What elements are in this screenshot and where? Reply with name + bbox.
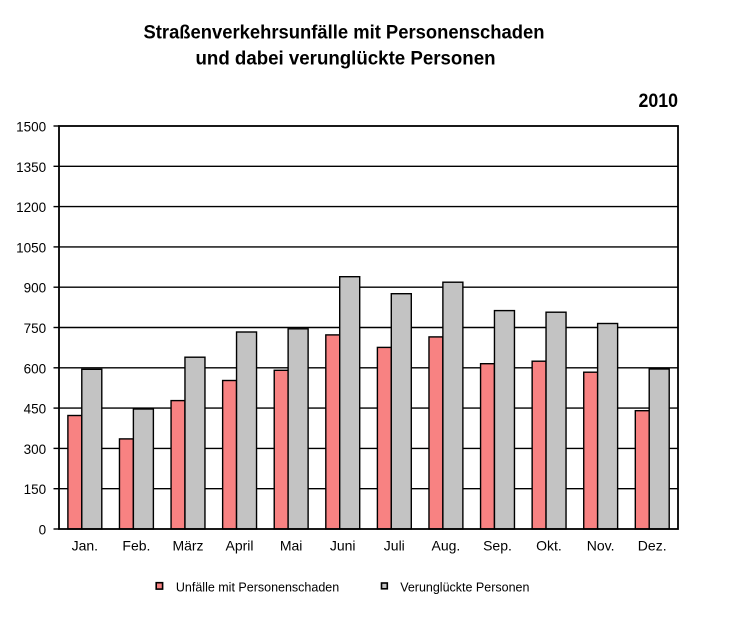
svg-text:Straßenverkehrsunfälle mit Per: Straßenverkehrsunfälle mit Personenschad… <box>144 23 545 44</box>
svg-text:Jan.: Jan. <box>72 538 98 554</box>
svg-text:300: 300 <box>24 442 47 457</box>
svg-text:Dez.: Dez. <box>638 538 667 554</box>
svg-text:Mai: Mai <box>280 538 303 554</box>
svg-text:Feb.: Feb. <box>122 538 150 554</box>
svg-text:April: April <box>225 538 253 554</box>
svg-text:900: 900 <box>24 281 47 296</box>
svg-text:0: 0 <box>39 523 47 538</box>
svg-text:450: 450 <box>24 402 47 417</box>
svg-text:und dabei verunglückte Persone: und dabei verunglückte Personen <box>196 49 496 70</box>
svg-text:Okt.: Okt. <box>536 538 562 554</box>
svg-text:Sep.: Sep. <box>483 538 512 554</box>
svg-text:Juni: Juni <box>330 538 356 554</box>
svg-text:750: 750 <box>24 321 47 336</box>
svg-text:Verunglückte Personen: Verunglückte Personen <box>400 581 529 595</box>
svg-text:Nov.: Nov. <box>587 538 615 554</box>
svg-text:März: März <box>172 538 203 554</box>
svg-text:1200: 1200 <box>16 200 46 215</box>
svg-text:Unfälle mit Personenschaden: Unfälle mit Personenschaden <box>176 581 339 595</box>
svg-text:150: 150 <box>24 482 47 497</box>
svg-text:2010: 2010 <box>639 90 679 112</box>
svg-text:Juli: Juli <box>384 538 405 554</box>
svg-text:600: 600 <box>24 361 47 376</box>
svg-text:1350: 1350 <box>16 160 46 175</box>
svg-text:1050: 1050 <box>16 240 46 255</box>
svg-text:Aug.: Aug. <box>431 538 460 554</box>
svg-text:1500: 1500 <box>16 120 46 135</box>
